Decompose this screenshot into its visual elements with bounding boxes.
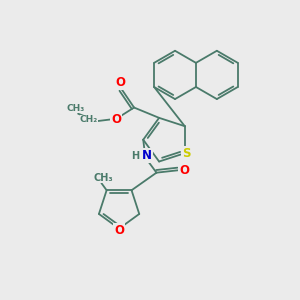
Text: O: O [111, 113, 122, 126]
Text: CH₃: CH₃ [93, 173, 113, 183]
Text: O: O [116, 76, 125, 89]
Text: H: H [131, 151, 139, 161]
Text: O: O [179, 164, 189, 177]
Text: S: S [182, 147, 190, 160]
Text: O: O [114, 224, 124, 237]
Text: CH₃: CH₃ [66, 104, 84, 113]
Text: N: N [142, 149, 152, 162]
Text: CH₂: CH₂ [80, 116, 98, 124]
